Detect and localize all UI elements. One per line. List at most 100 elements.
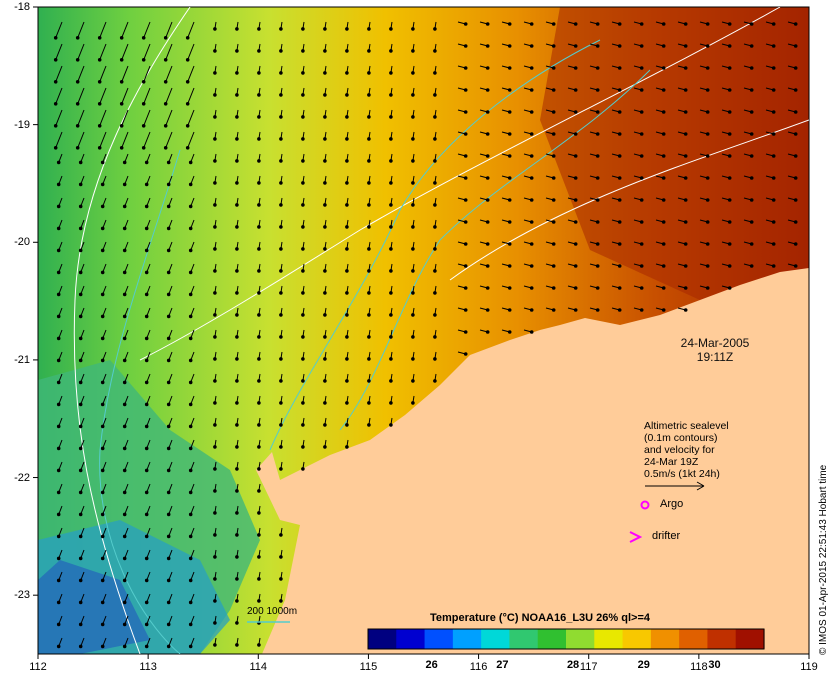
velocity-arrow-head [235, 27, 239, 31]
velocity-arrow-head [705, 132, 710, 136]
velocity-arrow-head [573, 88, 578, 92]
velocity-arrow-head [122, 226, 127, 231]
velocity-arrow-head [433, 247, 437, 251]
velocity-arrow-head [411, 225, 415, 229]
velocity-arrow-head [78, 622, 83, 627]
velocity-arrow-head [301, 49, 305, 53]
legend-line: (0.1m contours) [644, 432, 718, 444]
velocity-arrow-head [213, 511, 217, 515]
velocity-arrow-head [485, 198, 490, 202]
velocity-arrow-head [301, 357, 305, 361]
velocity-arrow-head [389, 291, 393, 295]
velocity-arrow-head [279, 577, 283, 581]
velocity-arrow-head [144, 402, 149, 407]
velocity-arrow-head [529, 88, 534, 92]
velocity-arrow [165, 43, 173, 60]
velocity-arrow-head [617, 242, 622, 246]
velocity-arrow-head [279, 335, 283, 339]
axis-ticks [33, 6, 810, 659]
velocity-arrow-head [507, 264, 512, 268]
velocity-arrow-head [573, 44, 578, 48]
velocity-arrow-head [485, 286, 490, 290]
velocity-arrow-head [213, 357, 217, 361]
velocity-arrow-head [100, 182, 105, 187]
velocity-arrow-head [411, 291, 415, 295]
velocity-arrow-head [144, 424, 149, 429]
velocity-arrow-head [529, 264, 534, 268]
velocity-arrow-head [213, 599, 217, 603]
velocity-arrow-head [257, 401, 261, 405]
velocity-arrow [99, 109, 107, 126]
velocity-arrow-head [463, 220, 468, 224]
velocity-arrow-head [185, 124, 190, 128]
velocity-arrow-head [529, 110, 534, 114]
velocity-arrow-head [166, 160, 171, 165]
velocity-arrow-head [100, 226, 105, 231]
velocity-arrow-head [529, 198, 534, 202]
velocity-arrow-head [411, 313, 415, 317]
velocity-arrow-head [389, 159, 393, 163]
velocity-arrow-head [639, 176, 644, 180]
velocity-arrow-head [100, 578, 105, 583]
velocity-arrow-head [279, 27, 283, 31]
colorbar-swatch [368, 629, 397, 649]
velocity-arrow-head [166, 292, 171, 297]
velocity-arrow-head [257, 379, 261, 383]
velocity-arrow-head [389, 225, 393, 229]
velocity-arrow-head [323, 379, 327, 383]
velocity-arrow-head [793, 132, 798, 136]
velocity-arrow-head [279, 533, 283, 537]
velocity-arrow-head [235, 181, 239, 185]
velocity-arrow-head [529, 330, 534, 334]
velocity-arrow-head [367, 93, 371, 97]
velocity-arrow-head [53, 102, 58, 106]
velocity-arrow-head [188, 270, 193, 275]
velocity-arrow-head [235, 533, 239, 537]
velocity-arrow-head [749, 44, 754, 48]
velocity-arrow-head [75, 36, 80, 40]
velocity-arrow-head [433, 49, 437, 53]
velocity-arrow-head [56, 358, 61, 363]
velocity-arrow-head [411, 247, 415, 251]
velocity-arrow-head [78, 600, 83, 605]
velocity-arrow [187, 43, 195, 60]
velocity-arrow-head [78, 402, 83, 407]
velocity-arrow-head [78, 490, 83, 495]
velocity-arrow-head [433, 93, 437, 97]
velocity-arrow [187, 21, 195, 38]
velocity-arrow-head [345, 137, 349, 141]
velocity-arrow-head [529, 308, 534, 312]
velocity-arrow-head [683, 308, 688, 312]
velocity-arrow [55, 131, 63, 148]
velocity-arrow-head [771, 88, 776, 92]
velocity-arrow-head [100, 358, 105, 363]
velocity-arrow-head [53, 36, 58, 40]
velocity-arrow-head [188, 622, 193, 627]
velocity-arrow-head [463, 66, 468, 70]
velocity-arrow-head [56, 446, 61, 451]
velocity-arrow-head [257, 159, 261, 163]
velocity-arrow-head [595, 264, 600, 268]
velocity-arrow [77, 131, 85, 148]
velocity-arrow-head [323, 93, 327, 97]
velocity-arrow-head [345, 93, 349, 97]
velocity-arrow-head [185, 80, 190, 84]
velocity-arrow-head [749, 198, 754, 202]
velocity-arrow-head [463, 88, 468, 92]
velocity-arrow-head [213, 247, 217, 251]
velocity-arrow-head [749, 66, 754, 70]
velocity-arrow-head [257, 357, 261, 361]
velocity-arrow-head [639, 220, 644, 224]
map-frame [37, 6, 810, 655]
velocity-arrow-head [78, 446, 83, 451]
velocity-arrow [121, 21, 129, 38]
velocity-arrow-head [661, 264, 666, 268]
velocity-arrow-head [257, 115, 261, 119]
velocity-arrow [77, 87, 85, 104]
velocity-arrow-head [727, 220, 732, 224]
velocity-arrow-head [257, 489, 261, 493]
velocity-arrow-head [56, 622, 61, 627]
velocity-arrow-head [188, 314, 193, 319]
velocity-arrow-head [529, 66, 534, 70]
velocity-arrow-head [78, 644, 83, 649]
